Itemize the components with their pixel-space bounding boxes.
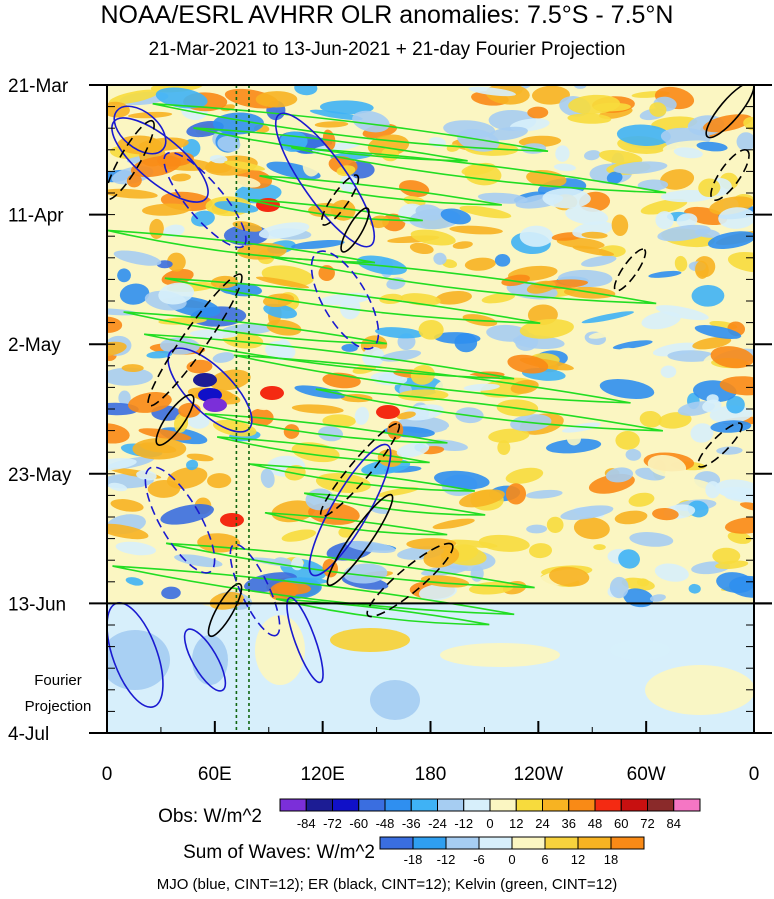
obs-anomaly-peak bbox=[260, 386, 284, 400]
obs-colorbar-swatch bbox=[411, 799, 437, 811]
obs-colorbar-level: -12 bbox=[454, 816, 473, 831]
obs-colorbar-swatch bbox=[438, 799, 464, 811]
obs-colorbar-level: -48 bbox=[376, 816, 395, 831]
waves-colorbar-swatch bbox=[446, 837, 479, 849]
obs-colorbar-swatch bbox=[490, 799, 516, 811]
obs-anomaly-blob bbox=[593, 544, 606, 550]
waves-colorbar-swatch bbox=[512, 837, 545, 849]
waves-colorbar-level: -18 bbox=[404, 852, 423, 867]
hovmoller-chart: 21-Mar 11-Apr 2-May 23-May 13-Jun 4-Jul 0 60E 12… bbox=[0, 0, 774, 899]
contour-legend-footer: MJO (blue, CINT=12); ER (black, CINT=12)… bbox=[0, 876, 774, 893]
projection-label-line1: Fourier bbox=[34, 672, 82, 689]
obs-colorbar-swatch bbox=[569, 799, 595, 811]
obs-colorbar-level: 72 bbox=[640, 816, 654, 831]
waves-colorbar-swatch bbox=[611, 837, 644, 849]
obs-colorbar-level: 48 bbox=[588, 816, 602, 831]
y-tick-label: 13-Jun bbox=[8, 594, 66, 615]
obs-colorbar-swatch bbox=[595, 799, 621, 811]
waves-blob bbox=[440, 643, 560, 667]
waves-colorbar-swatch bbox=[479, 837, 512, 849]
waves-colorbar-swatch bbox=[413, 837, 446, 849]
y-tick-label: 23-May bbox=[8, 465, 72, 486]
x-tick-label: 120E bbox=[300, 764, 344, 785]
obs-colorbar-level: 84 bbox=[667, 816, 681, 831]
obs-colorbar-swatch bbox=[333, 799, 359, 811]
waves-colorbar-level: 12 bbox=[571, 852, 585, 867]
waves-colorbar-swatch bbox=[380, 837, 413, 849]
obs-anomaly-blob bbox=[615, 431, 639, 450]
obs-colorbar-swatch bbox=[516, 799, 542, 811]
obs-colorbar-swatch bbox=[385, 799, 411, 811]
obs-anomaly-peak bbox=[203, 398, 227, 412]
waves-blob bbox=[370, 680, 420, 720]
waves-colorbar-level: 18 bbox=[604, 852, 618, 867]
x-tick-label: 60W bbox=[627, 764, 666, 785]
obs-colorbar-swatch bbox=[674, 799, 700, 811]
y-tick-label: 4-Jul bbox=[8, 724, 49, 745]
waves-blob bbox=[610, 640, 670, 660]
waves-colorbar-level: -12 bbox=[437, 852, 456, 867]
y-tick-label: 11-Apr bbox=[8, 206, 64, 227]
obs-colorbar-label: Obs: W/m^2 bbox=[158, 806, 262, 827]
obs-anomaly-peak bbox=[220, 513, 244, 527]
waves-colorbar-swatch bbox=[578, 837, 611, 849]
x-tick-label: 0 bbox=[749, 764, 760, 785]
obs-colorbar-level: 60 bbox=[614, 816, 628, 831]
obs-colorbar-level: -72 bbox=[323, 816, 342, 831]
obs-colorbar-level: -84 bbox=[297, 816, 316, 831]
obs-colorbar-level: -60 bbox=[349, 816, 368, 831]
obs-colorbar-swatch bbox=[543, 799, 569, 811]
obs-anomaly-peak bbox=[193, 373, 217, 387]
waves-colorbar-level: 6 bbox=[541, 852, 548, 867]
x-tick-label: 180 bbox=[415, 764, 447, 785]
obs-colorbar-swatch bbox=[359, 799, 385, 811]
projection-label-line2: Projection bbox=[25, 698, 92, 715]
waves-colorbar-level: -6 bbox=[473, 852, 485, 867]
obs-colorbar-level: 12 bbox=[509, 816, 523, 831]
obs-anomaly-blob bbox=[506, 483, 526, 504]
obs-colorbar-level: -24 bbox=[428, 816, 447, 831]
waves-colorbar-swatch bbox=[545, 837, 578, 849]
obs-colorbar-level: 0 bbox=[486, 816, 493, 831]
obs-colorbar-swatch bbox=[306, 799, 332, 811]
waves-blob bbox=[330, 628, 410, 652]
obs-colorbar-level: -36 bbox=[402, 816, 421, 831]
x-tick-label: 60E bbox=[198, 764, 232, 785]
obs-anomaly-peak bbox=[376, 405, 400, 419]
obs-colorbar-swatch bbox=[648, 799, 674, 811]
obs-colorbar-level: 36 bbox=[562, 816, 576, 831]
obs-colorbar-level: 24 bbox=[535, 816, 549, 831]
waves-colorbar-label: Sum of Waves: W/m^2 bbox=[183, 842, 375, 863]
waves-colorbar-level: 0 bbox=[508, 852, 515, 867]
x-tick-label: 0 bbox=[102, 764, 113, 785]
obs-colorbar-swatch bbox=[464, 799, 490, 811]
waves-blob bbox=[645, 665, 755, 715]
x-tick-label: 120W bbox=[514, 764, 564, 785]
y-tick-label: 21-Mar bbox=[8, 76, 69, 97]
waves-blob bbox=[192, 635, 228, 685]
obs-colorbar-swatch bbox=[280, 799, 306, 811]
obs-colorbar-swatch bbox=[621, 799, 647, 811]
y-tick-label: 2-May bbox=[8, 335, 61, 356]
